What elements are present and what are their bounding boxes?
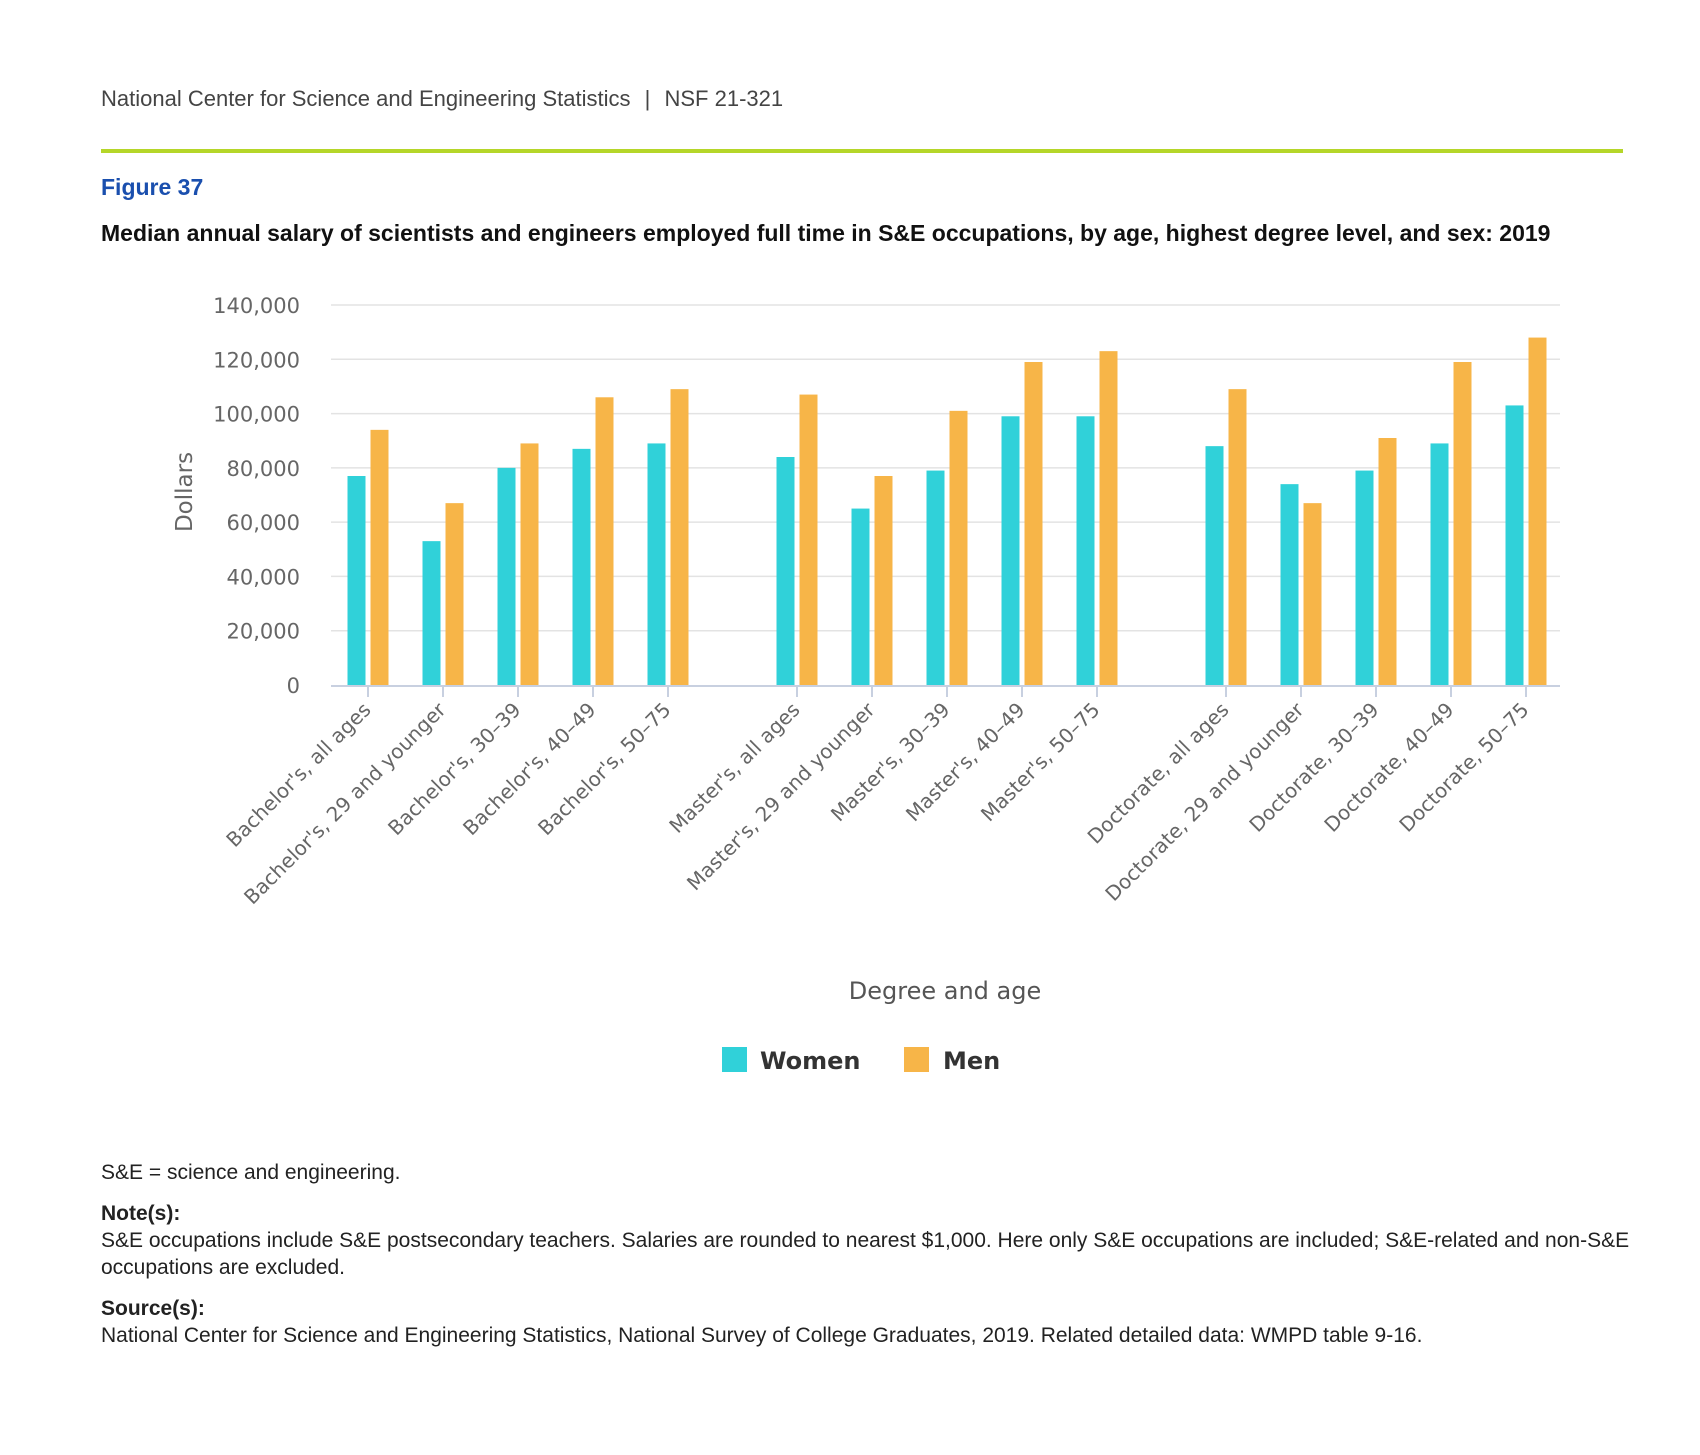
notes-heading: Note(s): xyxy=(101,1202,181,1225)
bars xyxy=(347,337,1547,685)
header-report-id: NSF 21-321 xyxy=(664,86,784,111)
footnotes: S&E = science and engineering. Note(s): … xyxy=(101,1159,1631,1363)
bar-women xyxy=(926,470,945,685)
bar-women xyxy=(776,457,795,685)
legend-swatch-men xyxy=(904,1047,929,1072)
bar-women xyxy=(851,508,870,685)
y-tick-label: 120,000 xyxy=(213,348,300,372)
bar-women xyxy=(1505,405,1524,685)
y-tick-label: 0 xyxy=(287,674,300,698)
bar-men xyxy=(1228,389,1247,685)
bar-men xyxy=(1378,438,1397,685)
bar-women xyxy=(422,541,441,685)
bar-men xyxy=(1453,362,1472,685)
x-tick-label: Doctorate, 50–75 xyxy=(1394,698,1533,837)
x-tick-label: Bachelor's, all ages xyxy=(221,698,375,852)
header-org: National Center for Science and Engineer… xyxy=(101,86,631,111)
x-tick-label: Bachelor's, 30–39 xyxy=(383,698,525,840)
x-axis xyxy=(331,685,1560,697)
bar-men xyxy=(520,443,539,685)
y-tick-label: 140,000 xyxy=(213,294,300,318)
header-divider xyxy=(101,149,1623,153)
legend-swatch-women xyxy=(722,1047,747,1072)
bar-women xyxy=(1001,416,1020,685)
y-tick-label: 40,000 xyxy=(227,565,300,589)
figure-label: Figure 37 xyxy=(101,174,204,200)
bar-men xyxy=(949,410,968,685)
x-axis-title: Degree and age xyxy=(849,977,1041,1005)
bar-men xyxy=(670,389,689,685)
y-tick-label: 20,000 xyxy=(227,620,300,644)
bar-men xyxy=(1303,503,1322,685)
bar-men xyxy=(595,397,614,685)
bar-women xyxy=(647,443,666,685)
header-separator: | xyxy=(644,86,651,111)
bar-women xyxy=(572,448,591,685)
y-axis-title: Dollars xyxy=(172,452,198,532)
y-tick-label: 80,000 xyxy=(227,457,300,481)
y-tick-label: 60,000 xyxy=(227,511,300,535)
bar-women xyxy=(347,476,366,685)
source-block: Source(s): National Center for Science a… xyxy=(101,1295,1631,1349)
bar-women xyxy=(1076,416,1095,685)
figure-title: Median annual salary of scientists and e… xyxy=(101,220,1551,246)
x-tick-label: Doctorate, 40–49 xyxy=(1319,698,1458,837)
legend-label-men: Men xyxy=(943,1047,1000,1075)
legend-label-women: Women xyxy=(760,1047,860,1075)
y-axis-ticks: 0 20,000 40,000 60,000 80,000 100,000 120,000 1… xyxy=(213,294,300,698)
abbreviation-note: S&E = science and engineering. xyxy=(101,1161,401,1184)
bar-chart: 0 20,000 40,000 60,000 80,000 100,000 120,000 1… xyxy=(172,294,1560,1075)
source-text: National Center for Science and Engineer… xyxy=(101,1324,1423,1347)
bar-men xyxy=(1099,351,1118,685)
y-tick-label: 100,000 xyxy=(213,403,300,427)
bar-men xyxy=(799,394,818,685)
notes-text: S&E occupations include S&E postsecondar… xyxy=(101,1229,1630,1279)
bar-women xyxy=(1280,484,1299,685)
bar-women xyxy=(1205,446,1224,685)
bar-men xyxy=(1024,362,1043,685)
notes-block: Note(s): S&E occupations include S&E pos… xyxy=(101,1200,1631,1281)
bar-men xyxy=(445,503,464,685)
bar-women xyxy=(1430,443,1449,685)
bar-women xyxy=(497,467,516,685)
bar-men xyxy=(1528,337,1547,685)
bar-women xyxy=(1355,470,1374,685)
bar-men xyxy=(370,429,389,685)
legend: Women Men xyxy=(722,1047,1000,1075)
bar-men xyxy=(874,476,893,685)
source-heading: Source(s): xyxy=(101,1297,205,1320)
x-tick-label: Doctorate, 30–39 xyxy=(1244,698,1383,837)
x-tick-label: Master's, all ages xyxy=(664,698,804,838)
x-tick-label: Doctorate, all ages xyxy=(1083,698,1234,849)
report-header: National Center for Science and Engineer… xyxy=(101,86,783,112)
x-tick-label: Bachelor's, 50–75 xyxy=(533,698,675,840)
x-tick-label: Bachelor's, 40–49 xyxy=(458,698,600,840)
